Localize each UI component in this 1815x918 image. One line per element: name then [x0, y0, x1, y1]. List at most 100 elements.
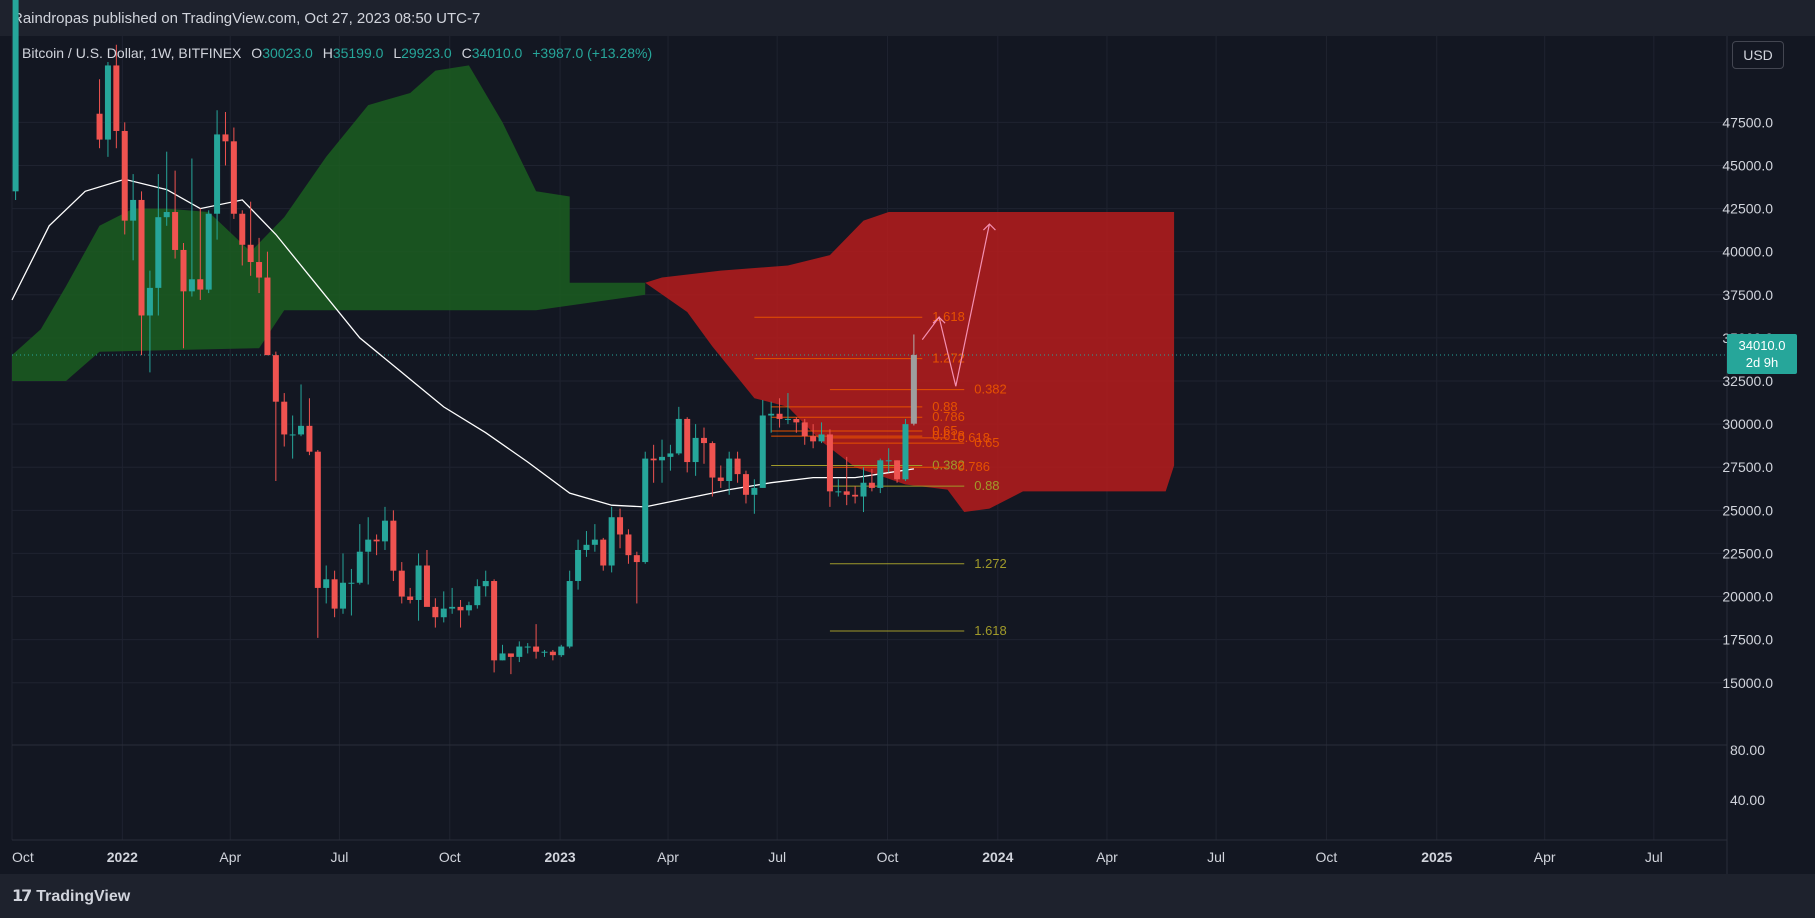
candle	[793, 417, 800, 433]
candle	[533, 624, 540, 659]
high-value: 35199.0	[332, 45, 384, 61]
candle	[12, 0, 19, 200]
symbol-name[interactable]: Bitcoin / U.S. Dollar, 1W, BITFINEX	[22, 45, 242, 61]
candle	[692, 424, 699, 476]
projection-arrowhead	[932, 316, 946, 324]
candle-body	[407, 596, 414, 600]
candle-body	[617, 517, 624, 535]
candle	[726, 451, 733, 495]
fib-label: 0.618	[932, 428, 965, 443]
candle	[852, 486, 859, 504]
candle-body	[415, 565, 422, 600]
candle	[717, 465, 724, 488]
candle-body	[642, 458, 649, 563]
candle	[768, 401, 775, 433]
candle	[365, 517, 372, 585]
candle-body	[751, 487, 758, 495]
candle	[810, 424, 817, 449]
candle	[390, 510, 397, 582]
candle-body	[264, 277, 271, 356]
candle-body	[533, 646, 540, 652]
candle-body	[306, 425, 313, 452]
candle-body	[566, 581, 573, 647]
candle	[449, 587, 456, 614]
candle	[314, 449, 321, 638]
time-tick-label: Jul	[1645, 849, 1663, 865]
candle	[331, 570, 338, 618]
candle-body	[902, 424, 909, 480]
candle-body	[583, 544, 590, 550]
time-tick-label: Jul	[1207, 849, 1225, 865]
candle-body	[591, 539, 598, 545]
current-price-value: 34010.0	[1739, 338, 1786, 353]
candle-body	[776, 413, 783, 419]
publish-header: Raindropas published on TradingView.com,…	[0, 0, 1815, 36]
price-tick-label: 47500.0	[1722, 114, 1773, 130]
candle	[516, 641, 523, 663]
candle-body	[104, 65, 111, 140]
candle	[667, 444, 674, 471]
price-scale[interactable]	[1727, 36, 1815, 874]
candle-body	[281, 401, 288, 435]
candle-body	[239, 213, 246, 245]
fib-label: 1.618	[974, 623, 1007, 638]
candle-body	[230, 141, 237, 214]
candle	[843, 456, 850, 506]
candle-body	[558, 646, 565, 656]
candle-body	[885, 460, 892, 462]
fib-label: 0.88	[974, 478, 999, 493]
candle-body	[499, 653, 506, 661]
candle	[348, 568, 355, 616]
tradingview-brand[interactable]: 𝟭𝟳 TradingView	[12, 886, 130, 906]
candle-body	[759, 415, 766, 488]
candle	[894, 460, 901, 483]
candle-body	[373, 539, 380, 542]
candle-body	[172, 212, 179, 250]
ichimoku-cloud	[12, 65, 1175, 512]
time-tick-label: 2024	[982, 849, 1013, 865]
candle-body	[524, 646, 531, 648]
candle	[684, 417, 691, 473]
time-tick-label: Oct	[1316, 849, 1338, 865]
time-axis-labels[interactable]: Oct 2022 Apr Jul Oct 2023 Apr Jul Oct 2024 Apr Jul O…	[12, 839, 1727, 865]
symbol-legend[interactable]: Bitcoin / U.S. Dollar, 1W, BITFINEX O300…	[22, 45, 652, 61]
currency-button[interactable]: USD	[1732, 41, 1784, 69]
candle	[826, 429, 833, 507]
candle-body	[155, 217, 162, 288]
projection-arrows	[921, 223, 996, 387]
candles	[12, 0, 917, 675]
candle	[868, 468, 875, 492]
candle-body	[700, 437, 707, 444]
candle	[617, 508, 624, 549]
candle	[700, 427, 707, 464]
candle-body	[692, 437, 699, 463]
candle	[323, 565, 330, 604]
publish-info: Raindropas published on TradingView.com,…	[12, 10, 481, 27]
open-value: 30023.0	[262, 45, 313, 61]
candle-body	[340, 582, 347, 609]
fib-label: 0.382	[974, 382, 1007, 397]
candle-body	[877, 460, 884, 488]
change-value: +3987.0 (+13.28%)	[532, 45, 653, 61]
price-tick-label: 20000.0	[1722, 589, 1773, 605]
candle-body	[356, 551, 363, 583]
candle	[423, 549, 430, 607]
candle	[751, 479, 758, 514]
candle-body	[272, 355, 279, 402]
candle-body	[675, 418, 682, 454]
candle	[197, 208, 204, 300]
candle-body	[507, 653, 514, 657]
time-tick-label: 2022	[107, 849, 138, 865]
price-tick-label: 45000.0	[1722, 157, 1773, 173]
candle-body	[726, 458, 733, 482]
candle	[784, 393, 791, 425]
tradingview-logo-icon: 𝟭𝟳	[12, 888, 32, 905]
candle-body	[432, 606, 439, 618]
candle-body	[482, 581, 489, 587]
price-tick-label: 17500.0	[1722, 632, 1773, 648]
candle-body	[541, 651, 548, 653]
projection-arrowhead	[983, 223, 996, 231]
candle-body	[390, 520, 397, 571]
candle	[121, 122, 128, 235]
